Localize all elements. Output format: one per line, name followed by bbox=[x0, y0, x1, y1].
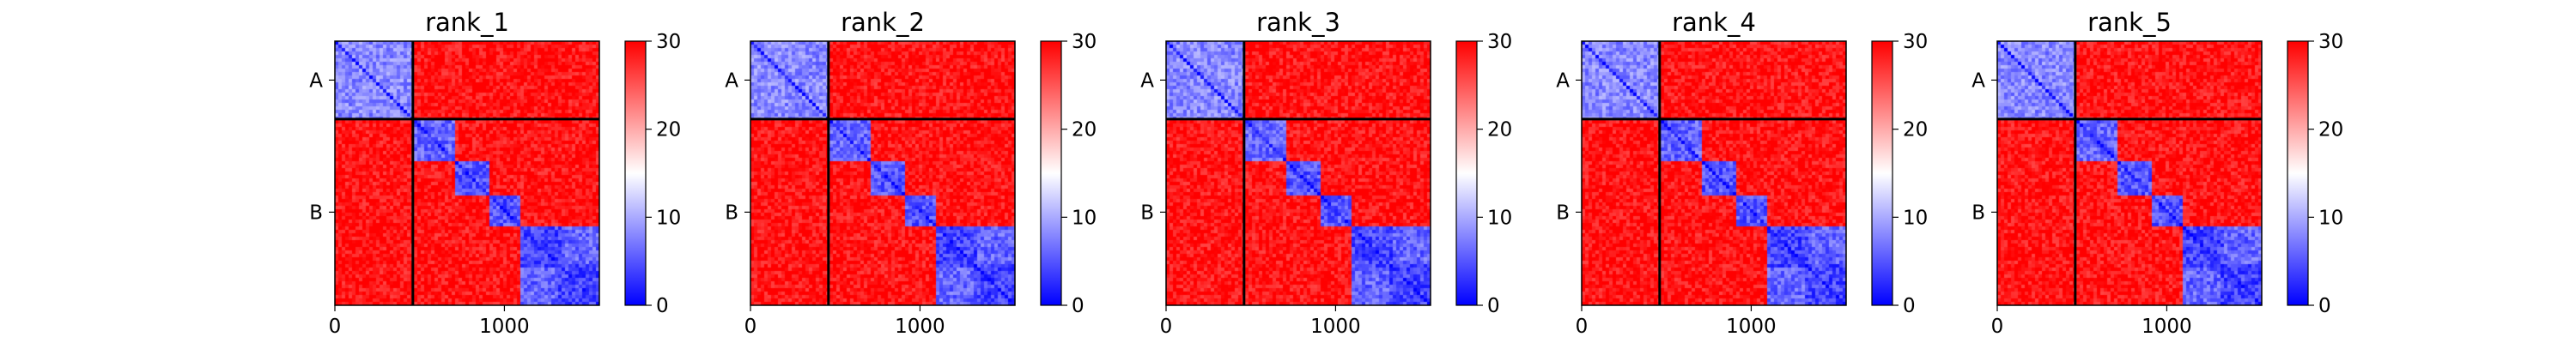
y-tick-label: B bbox=[1556, 202, 1570, 224]
x-tick-label: 0 bbox=[1160, 316, 1173, 338]
y-tick-label: A bbox=[1971, 69, 1985, 92]
plot-frame bbox=[1996, 40, 2263, 306]
colorbar-tick-label: 10 bbox=[2318, 207, 2343, 229]
x-tick-label: 1000 bbox=[1310, 316, 1361, 338]
panel-title: rank_2 bbox=[841, 8, 925, 37]
x-tick-label: 1000 bbox=[1726, 316, 1777, 338]
colorbar-tick-label: 0 bbox=[656, 295, 669, 317]
colorbar-tick-label: 10 bbox=[1072, 207, 1097, 229]
y-tick-label: A bbox=[1556, 69, 1570, 92]
panel-title: rank_1 bbox=[425, 8, 509, 37]
panel-4: rank_4 A B 0 1000 0 10 20 30 bbox=[1556, 8, 1928, 338]
colorbar-tick-label: 0 bbox=[1903, 295, 1916, 317]
colorbar-tick-label: 0 bbox=[1487, 295, 1500, 317]
colorbar bbox=[624, 40, 647, 306]
colorbar-tick-label: 30 bbox=[1903, 31, 1928, 53]
plot-frame bbox=[1581, 40, 1847, 306]
heatmap-image bbox=[750, 41, 1015, 305]
panel-title: rank_3 bbox=[1256, 8, 1340, 37]
y-tick-label: B bbox=[1971, 202, 1985, 224]
colorbar-tick-label: 0 bbox=[1072, 295, 1084, 317]
colorbar-tick-label: 0 bbox=[2318, 295, 2331, 317]
colorbar-tick-label: 10 bbox=[1487, 207, 1512, 229]
panel-3: rank_3 A B 0 1000 0 10 20 30 bbox=[1140, 8, 1512, 338]
colorbar-tick-label: 20 bbox=[2318, 119, 2343, 141]
x-tick-label: 1000 bbox=[895, 316, 945, 338]
x-tick-label: 0 bbox=[329, 316, 342, 338]
y-tick-label: A bbox=[725, 69, 738, 92]
colorbar-tick-label: 30 bbox=[1072, 31, 1097, 53]
x-tick-label: 0 bbox=[1576, 316, 1589, 338]
colorbar-tick-label: 30 bbox=[656, 31, 681, 53]
panel-1: rank_1 A B 0 1000 0 10 20 30 bbox=[309, 8, 681, 338]
plot-frame bbox=[1165, 40, 1431, 306]
heatmap-image bbox=[1166, 41, 1431, 305]
panel-title: rank_4 bbox=[1672, 8, 1756, 37]
colorbar bbox=[1040, 40, 1062, 306]
colorbar-tick-label: 20 bbox=[1072, 119, 1097, 141]
y-tick-label: B bbox=[309, 202, 323, 224]
colorbar bbox=[2287, 40, 2309, 306]
panel-5: rank_5 A B 0 1000 0 10 20 30 bbox=[1971, 8, 2343, 338]
colorbar-tick-label: 30 bbox=[2318, 31, 2343, 53]
plot-frame bbox=[750, 40, 1016, 306]
y-tick-label: B bbox=[725, 202, 738, 224]
panel-2: rank_2 A B 0 1000 0 10 20 30 bbox=[725, 8, 1097, 338]
colorbar-tick-label: 20 bbox=[1487, 119, 1512, 141]
heatmap-image bbox=[335, 41, 599, 305]
y-tick-label: B bbox=[1140, 202, 1154, 224]
colorbar bbox=[1455, 40, 1478, 306]
colorbar-tick-label: 20 bbox=[656, 119, 681, 141]
colorbar bbox=[1871, 40, 1893, 306]
colorbar-tick-label: 30 bbox=[1487, 31, 1512, 53]
panel-title: rank_5 bbox=[2087, 8, 2172, 37]
y-tick-label: A bbox=[1140, 69, 1154, 92]
x-tick-label: 0 bbox=[1991, 316, 2004, 338]
colorbar-tick-label: 10 bbox=[1903, 207, 1928, 229]
heatmap-image bbox=[1582, 41, 1846, 305]
colorbar-tick-label: 20 bbox=[1903, 119, 1928, 141]
plot-frame bbox=[334, 40, 600, 306]
y-tick-label: A bbox=[309, 69, 323, 92]
colorbar-tick-label: 10 bbox=[656, 207, 681, 229]
x-tick-label: 1000 bbox=[479, 316, 530, 338]
x-tick-label: 0 bbox=[744, 316, 757, 338]
heatmap-image bbox=[1997, 41, 2262, 305]
x-tick-label: 1000 bbox=[2142, 316, 2192, 338]
